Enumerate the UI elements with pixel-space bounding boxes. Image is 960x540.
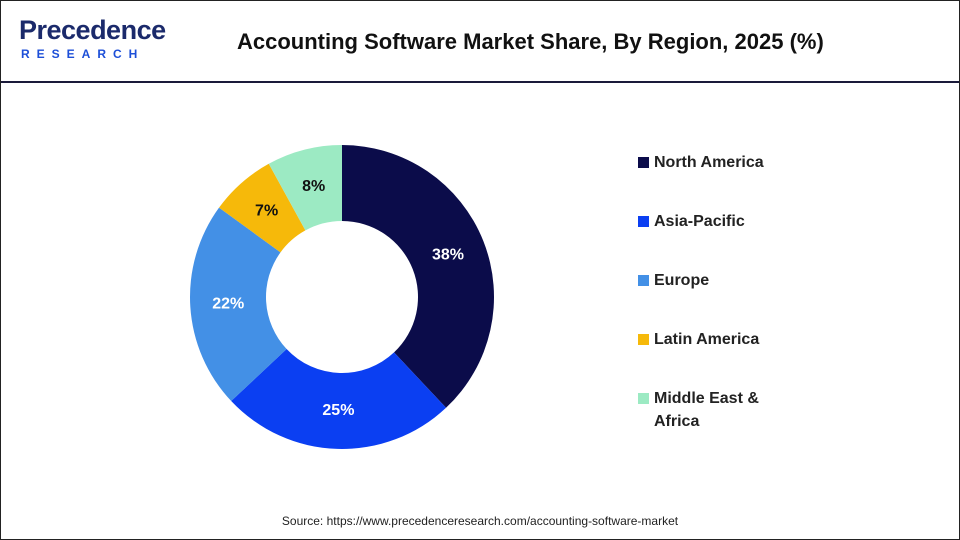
legend-item: Middle East & Africa xyxy=(638,387,798,433)
donut-slice xyxy=(268,145,342,231)
data-label: 7% xyxy=(255,203,278,220)
chart-title: Accounting Software Market Share, By Reg… xyxy=(237,29,824,54)
legend-item: North America xyxy=(638,151,798,174)
logo-name: Precedence xyxy=(19,15,166,45)
header: Precedence RESEARCH Accounting Software … xyxy=(1,1,959,83)
legend-swatch xyxy=(638,393,649,404)
legend-swatch xyxy=(638,157,649,168)
legend-label: Middle East & Africa xyxy=(654,390,759,430)
legend-label: Asia-Pacific xyxy=(654,213,745,230)
data-label: 38% xyxy=(432,246,464,263)
data-label: 22% xyxy=(212,295,244,312)
donut-slice xyxy=(219,163,306,253)
legend-swatch xyxy=(638,334,649,345)
data-label: 8% xyxy=(302,178,325,195)
data-label: 25% xyxy=(322,402,354,419)
legend-label: Latin America xyxy=(654,331,760,348)
legend-label: North America xyxy=(654,154,764,171)
donut-slice xyxy=(342,145,494,408)
logo-tagline: RESEARCH xyxy=(21,47,145,61)
legend-item: Asia-Pacific xyxy=(638,210,798,233)
legend-swatch xyxy=(638,275,649,286)
legend-item: Latin America xyxy=(638,328,798,351)
donut-slice xyxy=(231,349,447,449)
legend-swatch xyxy=(638,216,649,227)
legend-item: Europe xyxy=(638,269,798,292)
source: Source: https://www.precedenceresearch.c… xyxy=(281,514,679,528)
donut-slice xyxy=(190,207,287,402)
legend-label: Europe xyxy=(654,272,710,289)
